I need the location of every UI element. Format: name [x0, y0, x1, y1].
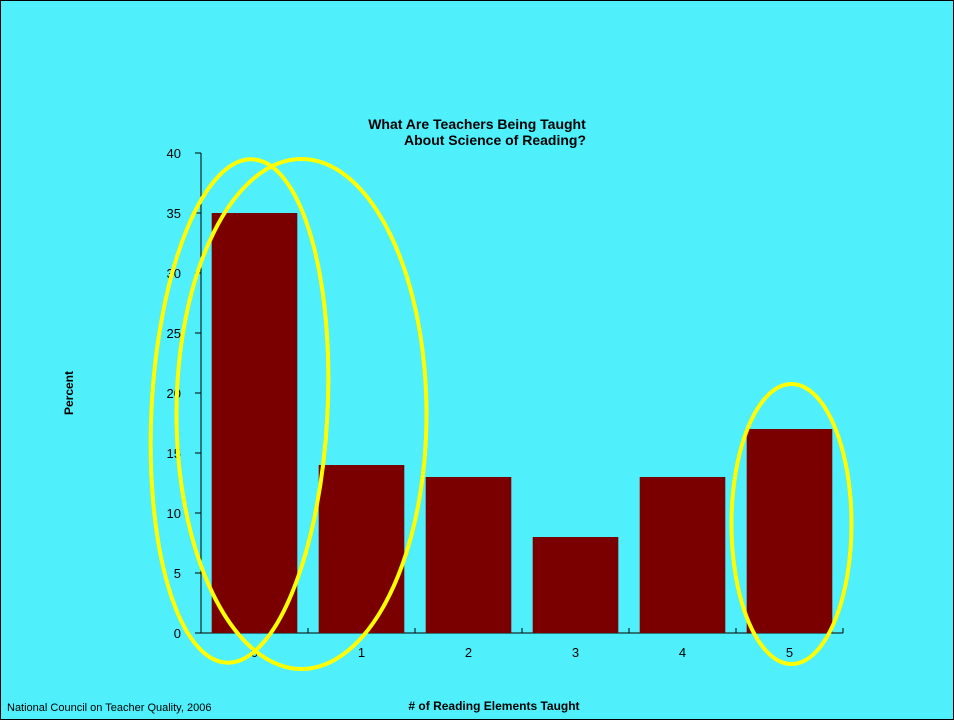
source-note: National Council on Teacher Quality, 200…: [7, 702, 211, 714]
y-tick-label: 35: [167, 206, 181, 221]
bars: [211, 213, 833, 633]
chart-title-line-1: What Are Teachers Being Taught: [368, 116, 586, 132]
x-axis-title: # of Reading Elements Taught: [408, 699, 579, 713]
bar-5: [746, 429, 833, 633]
x-tick-label: 5: [786, 645, 793, 660]
highlight-ellipses: [148, 157, 854, 671]
bar-2: [425, 477, 512, 633]
x-tick-label: 4: [679, 645, 686, 660]
y-tick-label: 40: [167, 146, 181, 161]
highlight-ellipse-5: [729, 382, 854, 666]
y-tick-label: 10: [167, 506, 181, 521]
x-tick-label: 3: [572, 645, 579, 660]
y-tick-label: 25: [167, 326, 181, 341]
chart-title-line-2: About Science of Reading?: [404, 132, 586, 148]
y-axis-title: Percent: [62, 371, 76, 415]
bar-4: [639, 477, 726, 633]
highlight-ellipse-0: [148, 157, 331, 665]
bar-1: [318, 465, 405, 633]
y-tick-label: 0: [174, 626, 181, 641]
x-tick-label: 1: [358, 645, 365, 660]
highlight-ellipse-0-1: [174, 157, 429, 671]
bar-3: [532, 537, 619, 633]
x-tick-label: 2: [465, 645, 472, 660]
bar-0: [211, 213, 298, 633]
y-tick-label: 5: [174, 566, 181, 581]
